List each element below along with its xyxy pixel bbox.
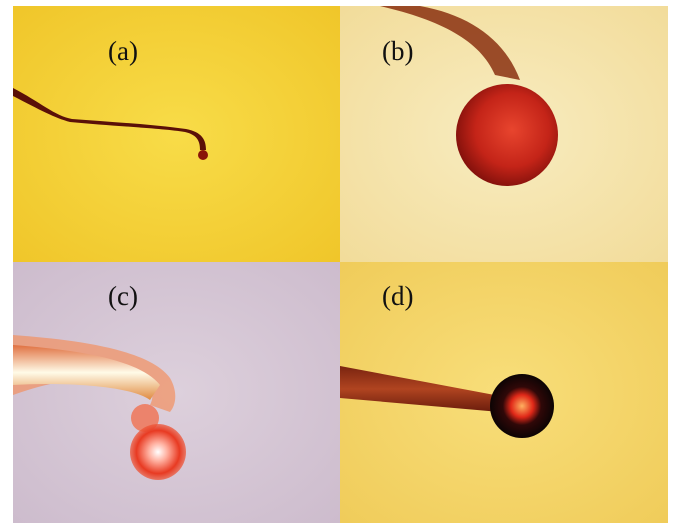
panel-label: (a) xyxy=(108,36,138,66)
panel-d: (d) xyxy=(340,262,668,523)
panel-label: (c) xyxy=(108,281,138,311)
panel-label: (b) xyxy=(382,36,413,66)
droplet xyxy=(198,150,208,160)
panel-background xyxy=(13,262,340,523)
panel-c: (c) xyxy=(13,262,340,523)
panel-label: (d) xyxy=(382,281,413,311)
panel-background xyxy=(13,6,340,262)
panel-b: (b) xyxy=(340,6,668,262)
panel-a: (a) xyxy=(13,6,340,262)
figure: (a) (b) (c) (d) xyxy=(0,0,681,529)
droplet xyxy=(456,84,558,186)
droplet xyxy=(490,374,554,438)
droplet xyxy=(130,424,186,480)
